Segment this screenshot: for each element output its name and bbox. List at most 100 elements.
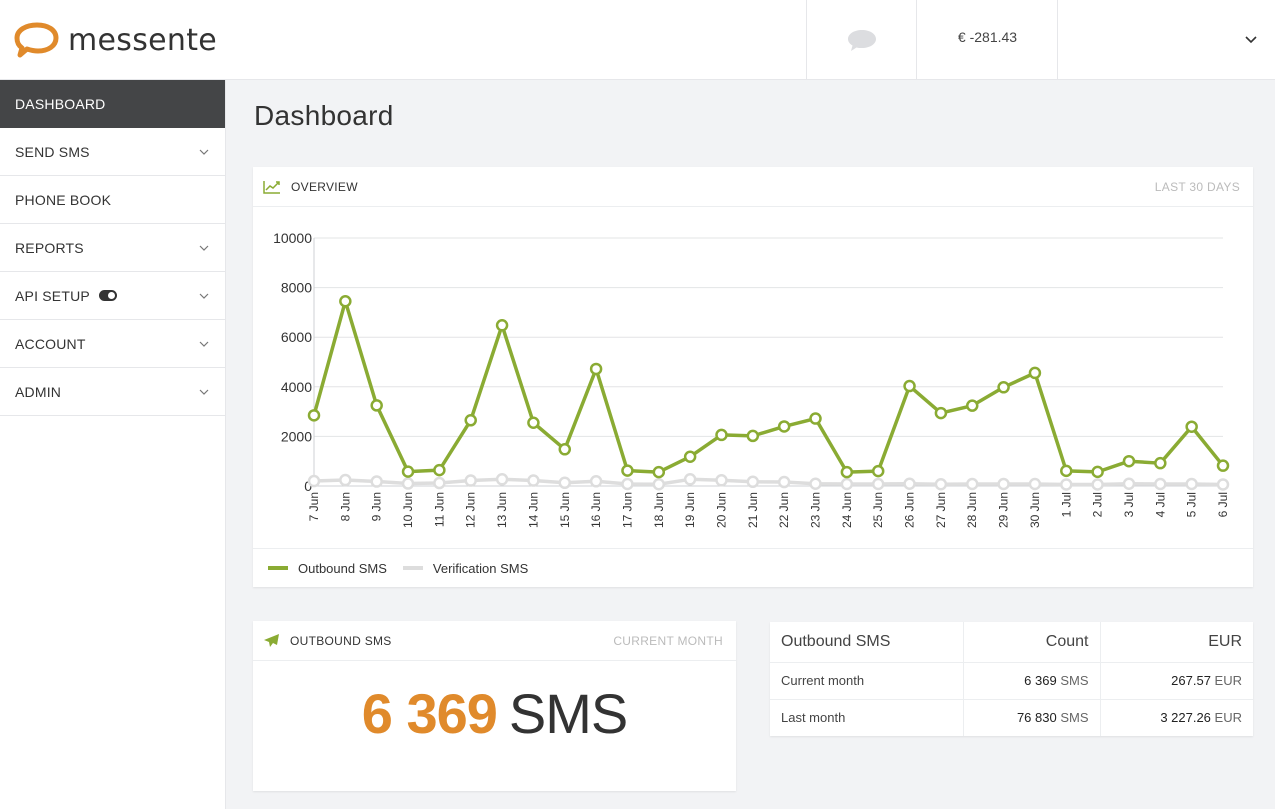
- data-point: [558, 443, 572, 456]
- data-point: [997, 477, 1010, 491]
- sidebar-item-dashboard[interactable]: DASHBOARD: [0, 80, 225, 128]
- outbound-total: 6 369 SMS: [253, 681, 736, 746]
- count-value: 76 830: [1016, 710, 1057, 726]
- logo[interactable]: messente: [14, 20, 217, 60]
- top-bar: messente € -281.43: [0, 0, 1275, 80]
- table-row: Last month 76 830 SMS 3 227.26 EUR: [770, 699, 1253, 736]
- data-point: [527, 416, 540, 430]
- data-point: [809, 477, 822, 491]
- eur-unit: EUR: [1214, 710, 1242, 726]
- data-point: [527, 474, 540, 487]
- data-point: [840, 477, 854, 491]
- chevron-down-icon: [199, 293, 209, 299]
- data-point: [589, 362, 603, 376]
- legend-swatch: [268, 566, 288, 570]
- outbound-card-title: OUTBOUND SMS: [290, 633, 392, 648]
- data-point: [715, 428, 728, 442]
- data-point: [652, 478, 666, 491]
- overview-card: OVERVIEW LAST 30 DAYS 10000 8000 6000 4000 2…: [253, 167, 1253, 587]
- count-value: 6 369: [1024, 673, 1057, 688]
- data-point: [934, 406, 948, 420]
- row-count: 6 369 SMS: [962, 662, 1100, 700]
- data-point: [715, 474, 728, 487]
- y-tick-label: 0: [304, 478, 312, 494]
- legend-item-verification[interactable]: Verification SMS: [402, 561, 528, 576]
- x-tick-label: 8 Jun: [338, 492, 352, 521]
- table-header: EUR: [1099, 622, 1253, 663]
- series-line: [313, 477, 1224, 487]
- page-title: Dashboard: [254, 100, 394, 131]
- data-point: [1216, 478, 1230, 491]
- data-point: [1185, 420, 1198, 433]
- data-point: [401, 465, 415, 478]
- data-point: [621, 464, 634, 477]
- outbound-total-value: 6 369: [361, 682, 498, 745]
- x-tick-label: 23 Jun: [809, 492, 823, 528]
- data-point: [683, 450, 697, 463]
- sidebar-item-phone-book[interactable]: PHONE BOOK: [0, 176, 225, 224]
- chevron-down-icon: [199, 389, 209, 395]
- data-point: [495, 473, 509, 486]
- outbound-card-range[interactable]: CURRENT MONTH: [613, 633, 723, 648]
- sidebar-item-label: PHONE BOOK: [15, 191, 112, 208]
- row-eur: 3 227.26 EUR: [1099, 699, 1253, 736]
- chevron-down-icon: [1245, 36, 1257, 44]
- data-point: [1060, 464, 1073, 478]
- x-tick-label: 5 Jul: [1185, 492, 1199, 517]
- data-point: [683, 473, 697, 486]
- sidebar: DASHBOARD SEND SMS PHONE BOOK REPORTS AP…: [0, 80, 226, 809]
- outbound-card-header: OUTBOUND SMS CURRENT MONTH: [253, 621, 736, 661]
- data-point: [307, 409, 321, 422]
- account-balance[interactable]: € -281.43: [916, 0, 1058, 80]
- table-header: Outbound SMS: [770, 622, 963, 663]
- messente-logo-icon: [14, 22, 59, 58]
- overview-range[interactable]: LAST 30 DAYS: [1154, 179, 1240, 194]
- y-tick-label: 4000: [281, 379, 312, 395]
- x-tick-label: 9 Jun: [370, 492, 384, 521]
- data-point: [746, 475, 760, 489]
- data-point: [589, 475, 603, 488]
- eur-value: 267.57: [1171, 673, 1211, 688]
- x-tick-label: 28 Jun: [965, 492, 979, 528]
- row-label: Current month: [770, 662, 963, 700]
- data-point: [809, 412, 822, 425]
- x-tick-label: 2 Jul: [1091, 492, 1105, 517]
- data-point: [652, 465, 666, 479]
- x-tick-label: 3 Jul: [1122, 492, 1136, 517]
- data-point: [746, 429, 760, 443]
- data-point: [1060, 478, 1073, 491]
- data-point: [965, 477, 979, 491]
- data-point: [871, 477, 885, 491]
- data-point: [903, 379, 916, 393]
- data-point: [997, 381, 1010, 394]
- data-point: [370, 475, 383, 488]
- sidebar-item-send-sms[interactable]: SEND SMS: [0, 128, 225, 176]
- user-menu-button[interactable]: [1057, 0, 1275, 80]
- x-tick-label: 22 Jun: [777, 492, 791, 528]
- row-count: 76 830 SMS: [962, 699, 1100, 736]
- data-point: [965, 399, 979, 412]
- overview-title: OVERVIEW: [291, 179, 358, 194]
- sidebar-item-admin[interactable]: ADMIN: [0, 368, 225, 416]
- x-tick-label: 20 Jun: [714, 492, 728, 528]
- data-point: [433, 476, 446, 490]
- data-point: [1028, 477, 1042, 491]
- sidebar-item-reports[interactable]: REPORTS: [0, 224, 225, 272]
- x-tick-label: 24 Jun: [840, 492, 854, 528]
- data-point: [621, 477, 634, 491]
- messages-button[interactable]: [806, 0, 917, 80]
- legend-item-outbound[interactable]: Outbound SMS: [268, 561, 387, 576]
- data-point: [777, 420, 791, 433]
- table-row: Current month 6 369 SMS 267.57 EUR: [770, 662, 1253, 700]
- data-point: [777, 475, 791, 489]
- paper-plane-icon: [264, 634, 279, 647]
- sidebar-item-account[interactable]: ACCOUNT: [0, 320, 225, 368]
- data-point: [1091, 465, 1104, 479]
- x-tick-label: 10 Jun: [401, 492, 415, 528]
- sidebar-item-label: SEND SMS: [15, 143, 90, 160]
- x-tick-label: 30 Jun: [1028, 492, 1042, 528]
- sidebar-item-api-setup[interactable]: API SETUP: [0, 272, 225, 320]
- data-point: [1185, 477, 1198, 491]
- y-tick-label: 2000: [281, 428, 312, 444]
- y-tick-label: 6000: [281, 329, 312, 345]
